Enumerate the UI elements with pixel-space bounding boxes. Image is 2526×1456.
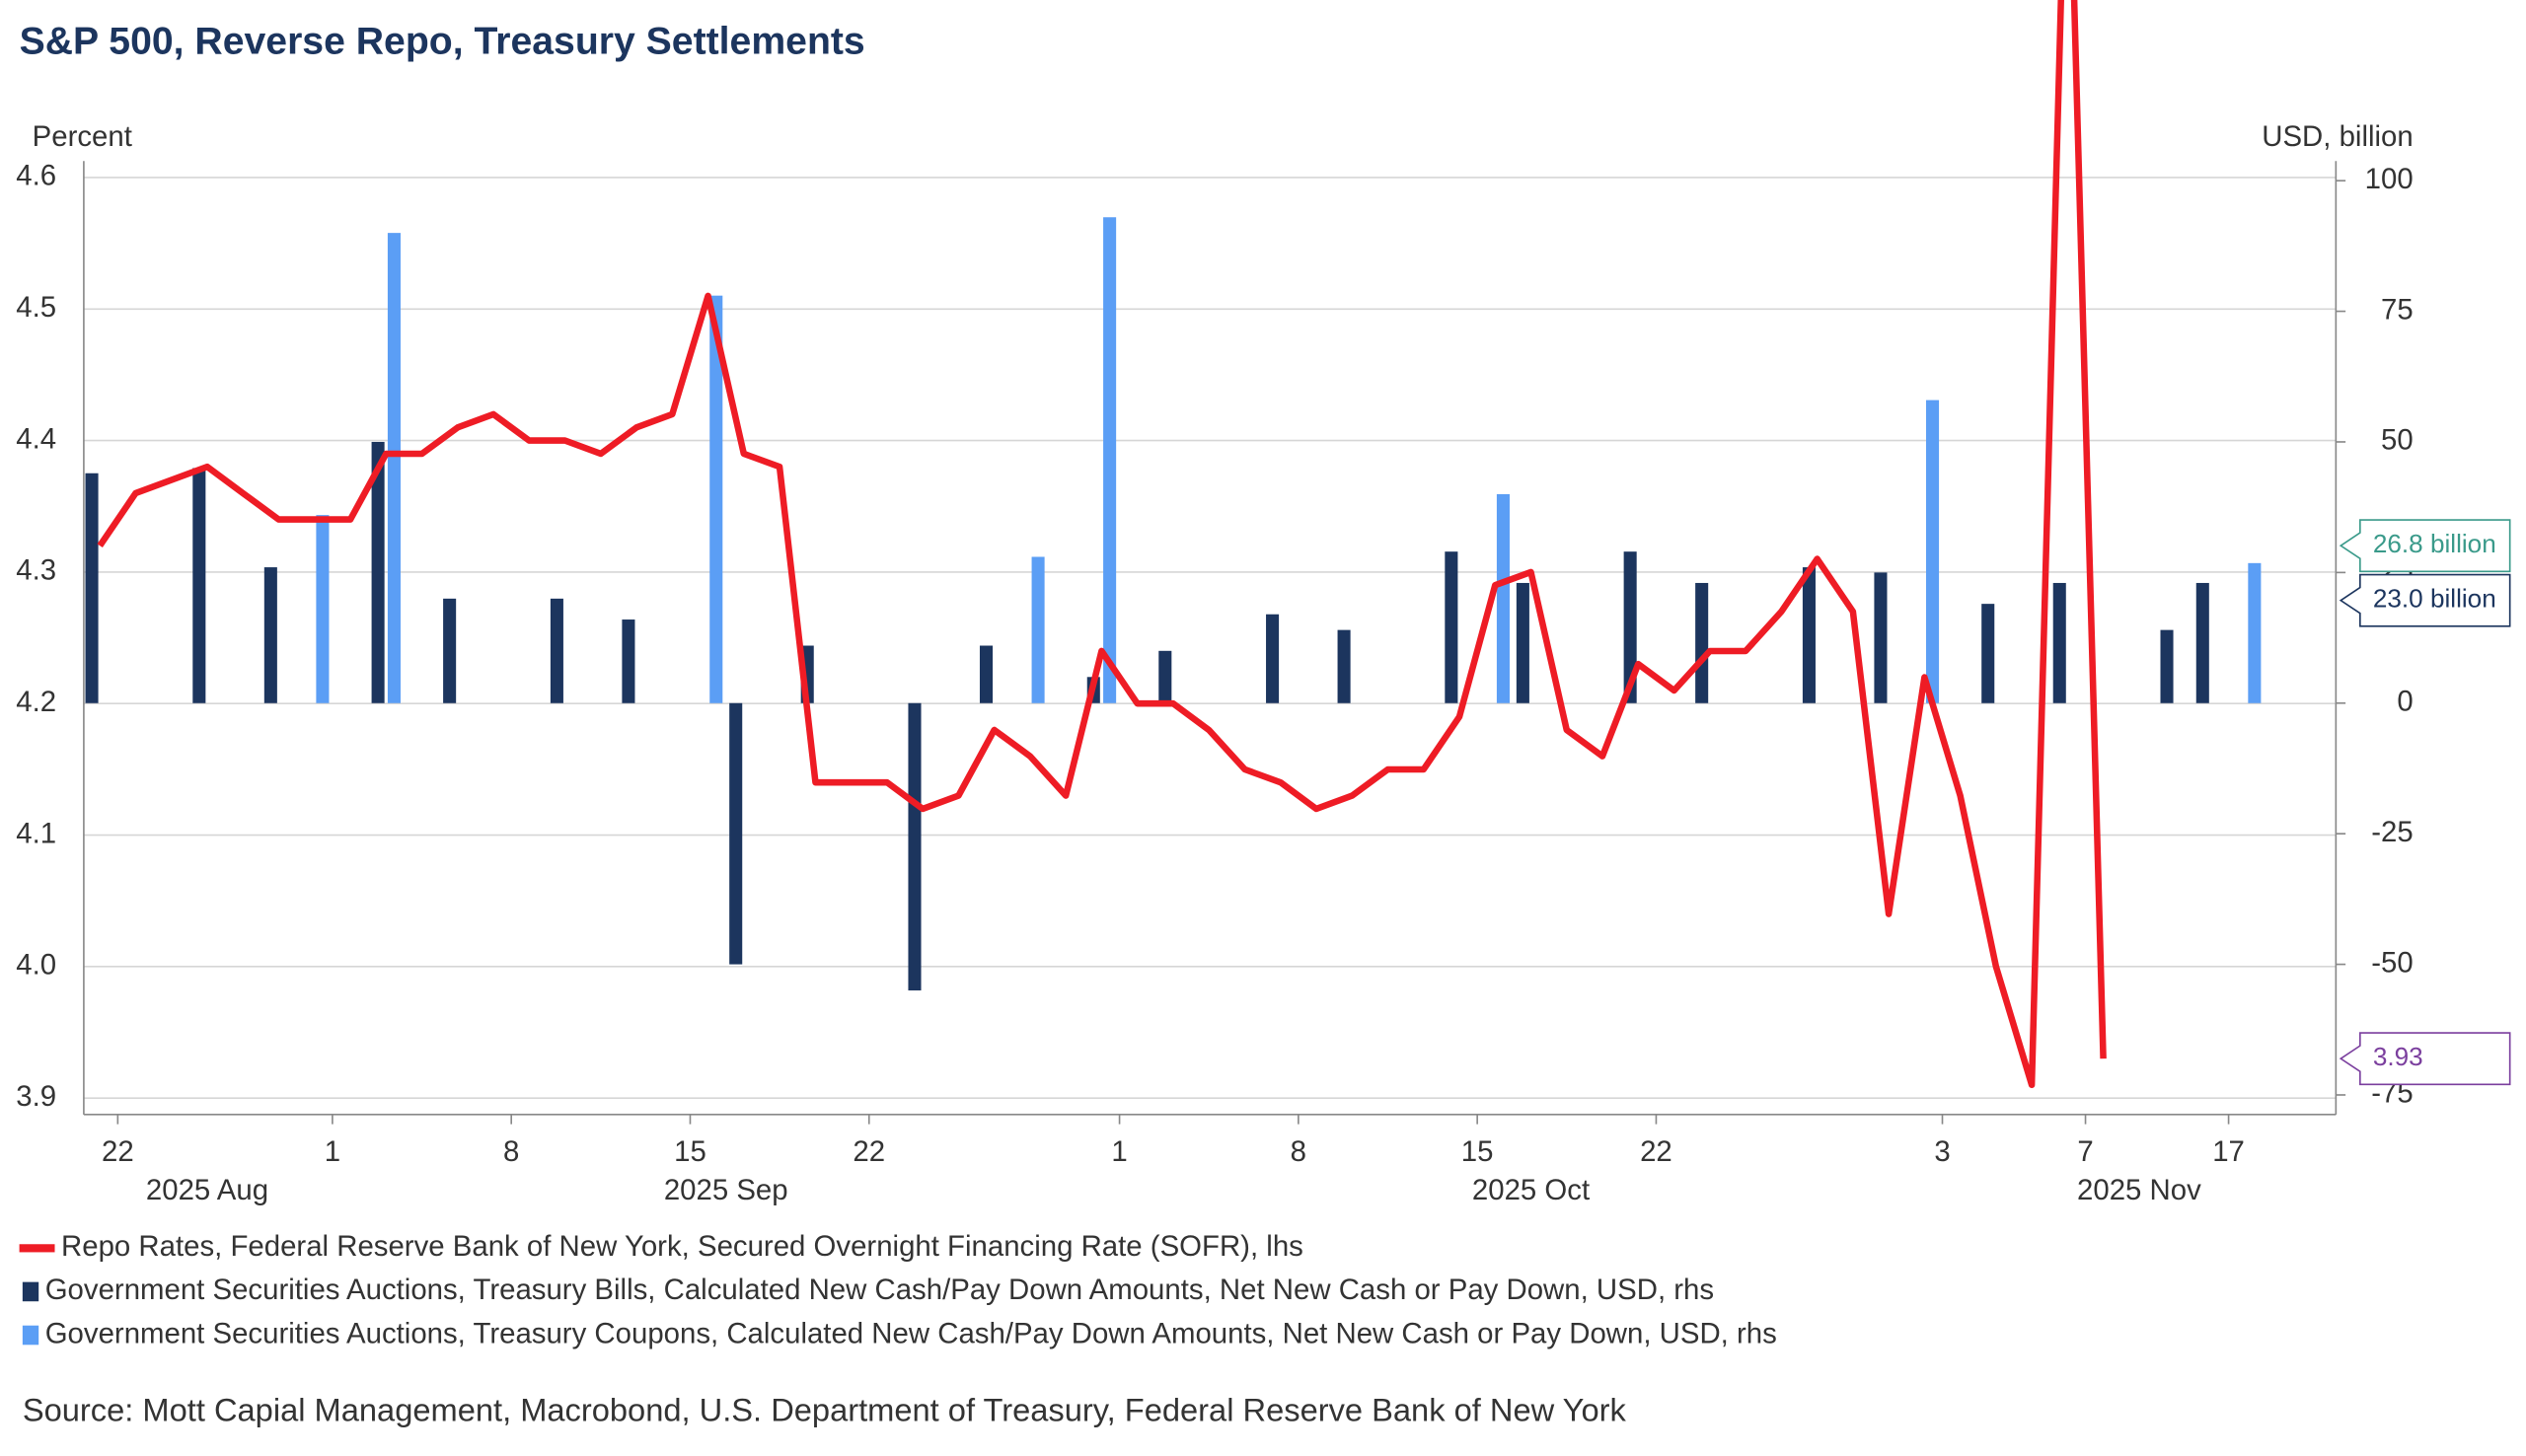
legend-swatch (22, 1281, 39, 1302)
x-tick-label: 17 (2212, 1135, 2245, 1168)
x-tick-label: 1 (1111, 1135, 1127, 1168)
y2-tick-label: -25 (2371, 816, 2413, 848)
bar (1802, 567, 1816, 703)
bar (371, 441, 385, 703)
bar (192, 468, 206, 703)
bar (1981, 604, 1995, 703)
x-tick-label: 3 (1934, 1135, 1950, 1168)
bar (1337, 629, 1351, 703)
bar (2248, 562, 2262, 703)
bar (1516, 582, 1529, 703)
x-tick-label: 8 (503, 1135, 519, 1168)
bar (1445, 551, 1458, 703)
bar (263, 567, 277, 703)
bar (1103, 217, 1117, 703)
bar (908, 702, 922, 991)
y2-tick-label: 0 (2397, 686, 2413, 718)
bar (1496, 493, 1510, 703)
end-label-box (2339, 573, 2511, 627)
y2-tick-label: 75 (2381, 293, 2414, 326)
bar (1623, 551, 1637, 703)
x-group-label: 2025 Oct (1472, 1174, 1590, 1206)
bar (1158, 650, 1172, 703)
bar (709, 295, 723, 703)
chart-title: S&P 500, Reverse Repo, Treasury Settleme… (20, 20, 865, 62)
x-tick-label: 15 (674, 1135, 706, 1168)
y-tick-label: 4.3 (16, 554, 56, 587)
bar (1695, 582, 1709, 703)
y-axis-title: Percent (33, 120, 132, 153)
x-group-label: 2025 Aug (146, 1174, 268, 1206)
bar (1926, 400, 1940, 703)
legend-label: Government Securities Auctions, Treasury… (45, 1274, 1714, 1306)
y-tick-label: 4.2 (16, 686, 56, 718)
x-tick-label: 22 (853, 1135, 885, 1168)
bar (2052, 582, 2066, 703)
bar (1874, 572, 1888, 703)
y-tick-label: 4.5 (16, 291, 56, 324)
x-tick-label: 8 (1291, 1135, 1306, 1168)
bar (729, 702, 743, 965)
legend-swatch (19, 1244, 55, 1253)
bar (1031, 556, 1045, 703)
bar (979, 645, 994, 703)
bar (387, 233, 401, 703)
y2-tick-label: -50 (2371, 946, 2413, 979)
bar (2195, 582, 2209, 703)
y-tick-label: 4.6 (16, 160, 56, 192)
y2-axis-title: USD, billion (2262, 120, 2413, 153)
bar (85, 473, 99, 703)
bar (443, 598, 457, 703)
x-tick-label: 15 (1461, 1135, 1494, 1168)
x-tick-label: 7 (2077, 1135, 2093, 1168)
y-tick-label: 4.4 (16, 422, 56, 455)
y-tick-label: 4.0 (16, 949, 56, 982)
x-group-label: 2025 Nov (2077, 1174, 2201, 1206)
end-label: 3.93 (2373, 1042, 2423, 1071)
y2-tick-label: 50 (2381, 424, 2414, 457)
end-label: 23.0 billion (2373, 584, 2496, 614)
bar (622, 619, 635, 703)
x-group-label: 2025 Sep (664, 1174, 788, 1206)
bar (550, 598, 563, 703)
x-tick-label: 22 (1640, 1135, 1672, 1168)
x-tick-label: 22 (102, 1135, 134, 1168)
bar (1266, 614, 1280, 703)
legend-swatch (22, 1325, 39, 1346)
end-label-box (2339, 519, 2511, 573)
y-tick-label: 3.9 (16, 1080, 56, 1113)
line (97, 0, 2107, 1089)
y2-tick-label: 100 (2365, 163, 2414, 195)
x-tick-label: 1 (325, 1135, 340, 1168)
y-tick-label: 4.1 (16, 817, 56, 849)
bar (316, 515, 330, 703)
bar (2160, 629, 2174, 703)
source: Source: Mott Capial Management, Macrobon… (23, 1392, 1627, 1428)
end-label: 26.8 billion (2373, 529, 2496, 558)
legend-label: Repo Rates, Federal Reserve Bank of New … (61, 1230, 1303, 1263)
legend-label: Government Securities Auctions, Treasury… (45, 1317, 1777, 1349)
end-label-box (2339, 1032, 2511, 1086)
